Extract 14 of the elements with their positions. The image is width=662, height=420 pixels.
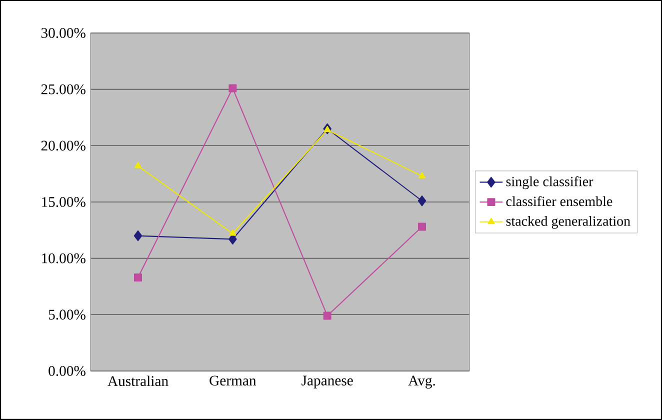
- y-tick-label: 0.00%: [48, 366, 86, 376]
- x-tick-label: German: [210, 376, 256, 386]
- y-tick-label: 25.00%: [41, 84, 86, 94]
- legend-label: single classifier: [506, 176, 594, 190]
- y-tick-label: 30.00%: [41, 28, 86, 38]
- legend-label: stacked generalization: [506, 216, 630, 229]
- x-tick-label: Australian: [108, 376, 168, 386]
- x-tick-label: Avg.: [408, 376, 435, 389]
- y-tick-label: 5.00%: [48, 310, 86, 320]
- y-tick-label: 15.00%: [42, 197, 86, 207]
- legend-label: classifier ensemble: [506, 196, 612, 206]
- y-tick-label: 10.00%: [42, 253, 86, 264]
- y-tick-label: 20.00%: [41, 140, 86, 151]
- x-tick-label: Japanese: [302, 376, 353, 388]
